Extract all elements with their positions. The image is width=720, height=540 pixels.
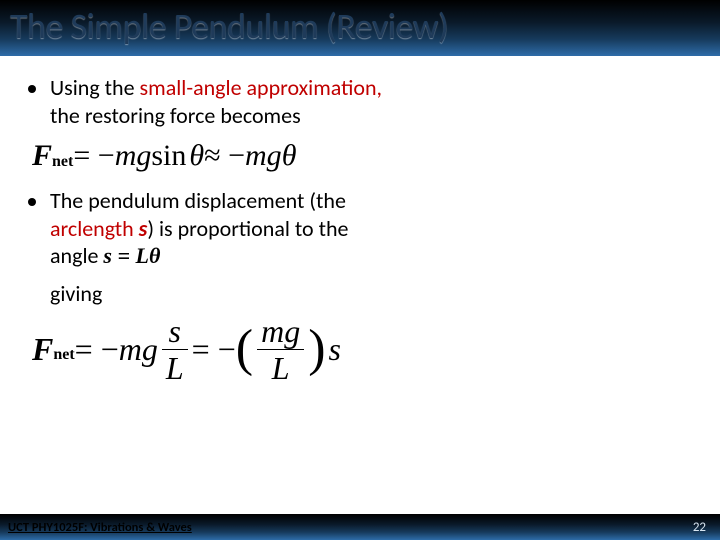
- slide-content: Using the small-angle approximation, the…: [0, 56, 720, 384]
- eq2-den1: L: [162, 352, 188, 384]
- eq2-den2: L: [268, 352, 294, 384]
- footer-bar: UCT PHY1025F: Vibrations & Waves 22: [0, 514, 720, 540]
- footer-course: UCT PHY1025F: Vibrations & Waves: [8, 520, 192, 535]
- para-1: Using the small-angle approximation, the…: [50, 74, 400, 129]
- title-bar: The Simple Pendulum (Review): [0, 0, 720, 56]
- eq2-mg: mg: [119, 331, 158, 368]
- para-2: The pendulum displacement (the arclength…: [50, 187, 400, 270]
- para2-hl1: arclength: [50, 215, 139, 242]
- eq2-frac2: mg L: [257, 315, 304, 384]
- slide-title: The Simple Pendulum (Review): [10, 4, 448, 48]
- bullet-icon: [28, 198, 36, 206]
- lparen-icon: (: [236, 328, 253, 370]
- rparen-icon: ): [308, 328, 325, 370]
- eq2-sub: net: [53, 346, 74, 364]
- eq2-F: F: [32, 331, 53, 368]
- bullet-2: The pendulum displacement (the arclength…: [28, 187, 692, 270]
- bullet-1: Using the small-angle approximation, the…: [28, 74, 692, 129]
- footer-page-number: 22: [693, 520, 706, 535]
- eq2-num1: s: [165, 315, 185, 347]
- para1-highlight: small-angle approximation,: [140, 74, 383, 101]
- eq1-theta2: θ: [282, 139, 297, 173]
- eq2-frac1: s L: [162, 315, 188, 384]
- eq2-tail: s: [329, 331, 341, 368]
- eq1-F: F: [32, 139, 52, 173]
- bullet-icon: [28, 85, 36, 93]
- eq2-paren: ( mg L ): [236, 315, 326, 384]
- eq1-sub: net: [52, 153, 73, 171]
- eq1-mg: mg: [115, 139, 152, 173]
- eq2-num2: mg: [257, 315, 304, 347]
- eq1-eq: = −: [73, 139, 114, 173]
- eq2-mid: = −: [192, 331, 236, 368]
- eq2-eq: = −: [75, 331, 119, 368]
- para1-a: Using the: [50, 74, 140, 101]
- para1-b: the restoring force becomes: [50, 102, 301, 129]
- eq1-sin: sin: [151, 139, 186, 173]
- para2-eq: s = Lθ: [103, 243, 160, 268]
- equation-2: Fnet = −mg s L = − ( mg L ) s: [32, 315, 692, 384]
- equation-1: Fnet = −mg sinθ ≈ −mgθ: [32, 139, 692, 173]
- eq1-mg2: mg: [245, 139, 282, 173]
- eq1-approx: ≈ −: [204, 139, 245, 173]
- giving-text: giving: [50, 280, 692, 307]
- para2-a: The pendulum displacement (the: [50, 187, 346, 214]
- eq1-theta1: θ: [189, 139, 204, 173]
